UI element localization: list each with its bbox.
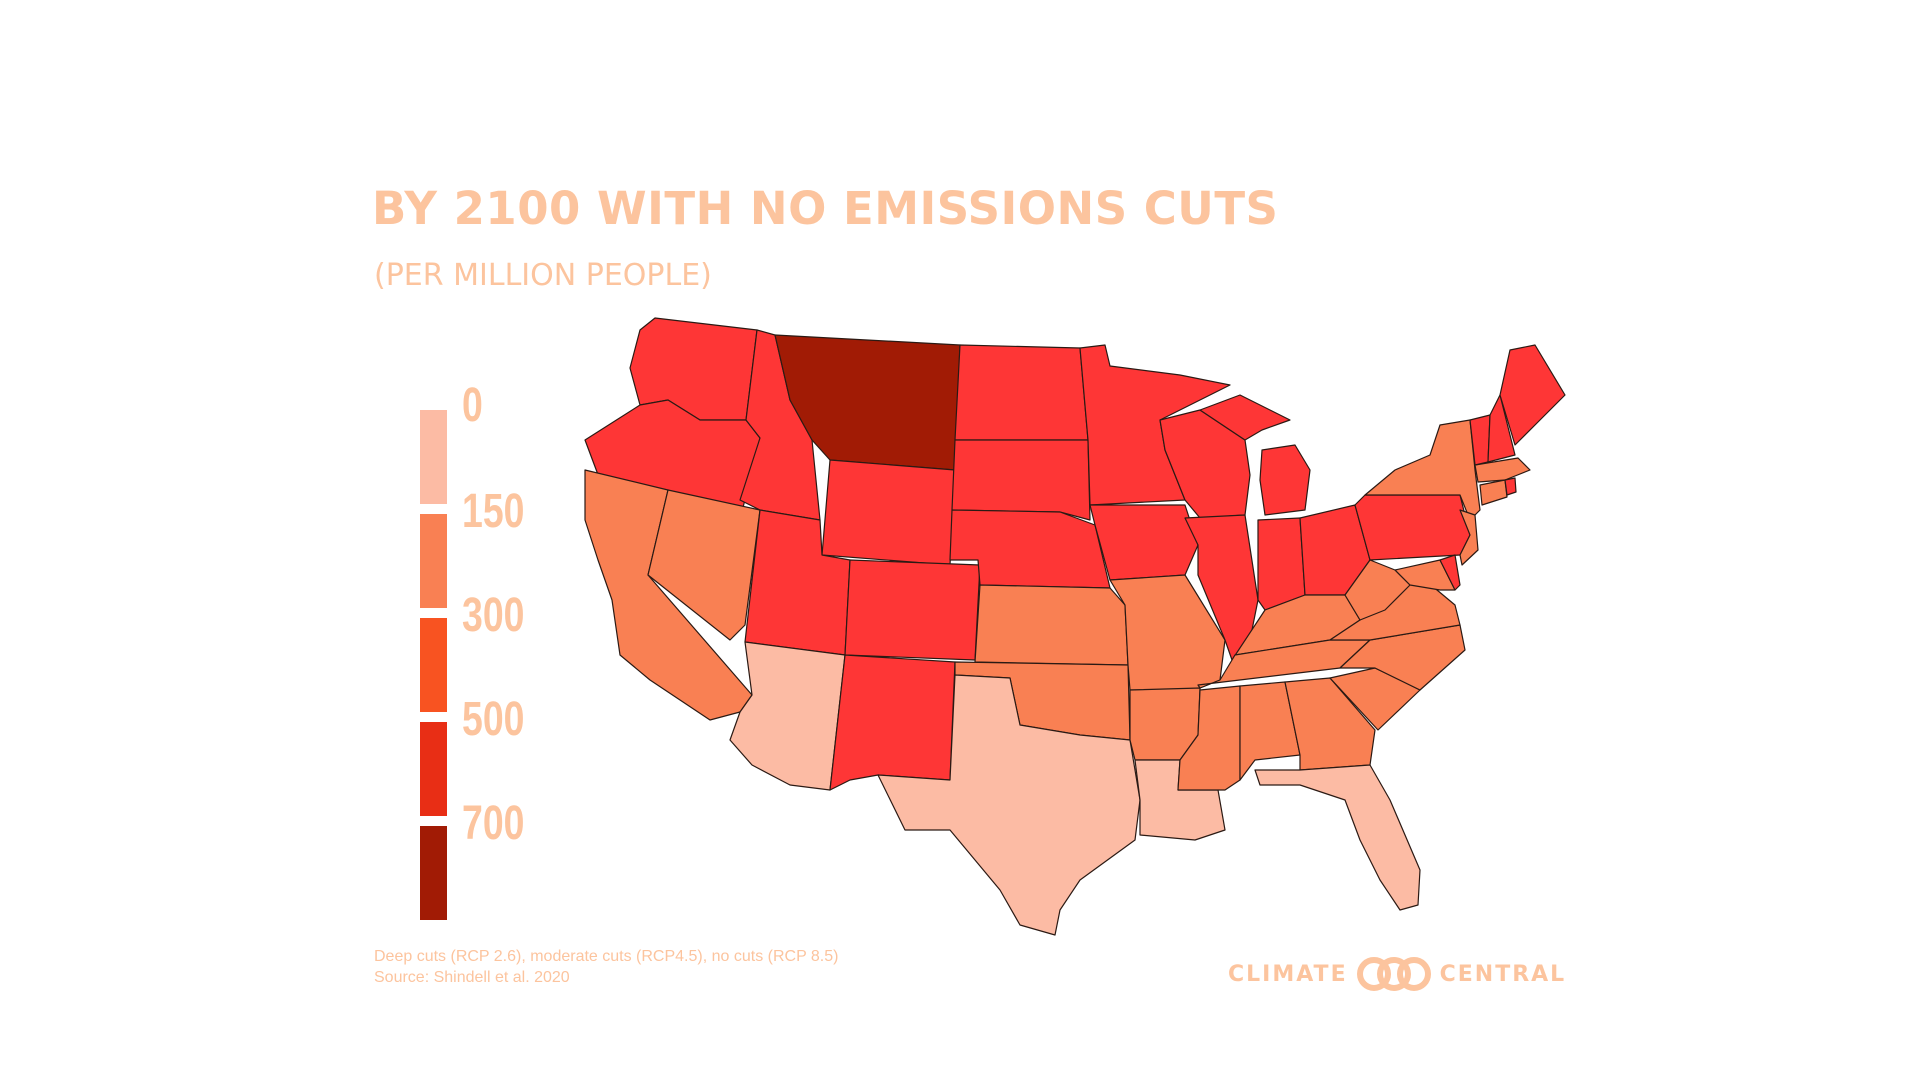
map-title: BY 2100 WITH NO EMISSIONS CUTS: [372, 182, 1279, 235]
state-indiana: [1257, 517, 1306, 611]
state-maine: [1499, 344, 1566, 446]
state-new-mexico: [829, 654, 956, 791]
state-new-jersey: [1459, 509, 1479, 566]
legend-swatch-1: [420, 514, 447, 608]
legend-tick-300: 300: [462, 589, 525, 642]
state-new-hampshire: [1487, 394, 1516, 463]
state-pennsylvania: [1354, 494, 1471, 561]
state-south-dakota: [951, 439, 1091, 521]
state-kansas: [974, 584, 1129, 666]
state-wyoming: [821, 459, 956, 566]
state-massachusetts: [1474, 457, 1531, 483]
source-note: Source: Shindell et al. 2020: [374, 969, 570, 986]
state-michigan: [1199, 394, 1311, 516]
state-connecticut: [1479, 479, 1508, 506]
logo-text-right: CENTRAL: [1439, 961, 1567, 987]
state-colorado: [844, 559, 981, 661]
scenario-note: Deep cuts (RCP 2.6), moderate cuts (RCP4…: [374, 948, 839, 965]
legend-tick-700: 700: [462, 797, 525, 850]
legend-tick-0: 0: [462, 379, 483, 432]
state-florida: [1254, 764, 1421, 911]
state-delaware: [1439, 554, 1461, 591]
logo-text-left: CLIMATE: [1228, 961, 1348, 987]
state-texas: [877, 674, 1141, 936]
legend-tick-150: 150: [462, 485, 525, 538]
state-arizona: [729, 641, 846, 791]
legend-tick-500: 500: [462, 693, 525, 746]
map-subtitle: (PER MILLION PEOPLE): [374, 258, 712, 293]
state-nevada: [647, 489, 761, 641]
state-alabama: [1239, 681, 1301, 781]
state-north-dakota: [954, 344, 1089, 441]
state-maryland: [1394, 559, 1456, 591]
climate-central-logo: CLIMATE CENTRAL: [1228, 956, 1566, 992]
footnotes: Deep cuts (RCP 2.6), moderate cuts (RCP4…: [374, 946, 838, 988]
legend-swatch-4: [420, 826, 447, 920]
state-rhode-island: [1504, 477, 1517, 496]
state-iowa: [1089, 504, 1199, 581]
legend-swatch-3: [420, 722, 447, 816]
legend-swatch-0: [420, 410, 447, 504]
legend-swatch-2: [420, 618, 447, 712]
logo-rings-icon: [1356, 957, 1431, 991]
